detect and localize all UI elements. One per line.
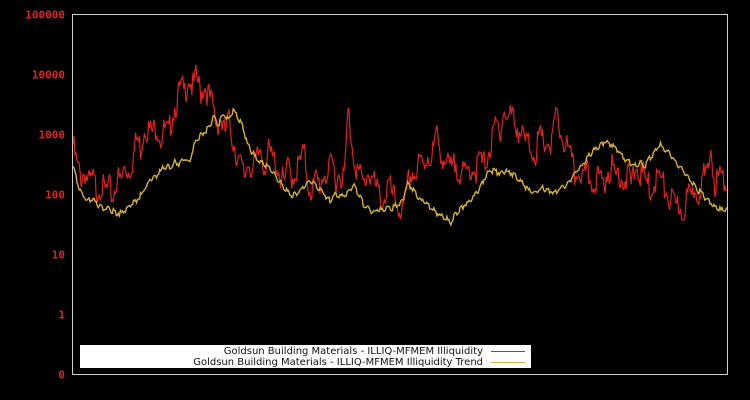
y-tick-100000: 100000: [25, 8, 65, 22]
legend-label: Goldsun Building Materials - ILLIQ-MFMEM…: [223, 346, 483, 357]
series-layer: [72, 64, 728, 227]
plot-frame: [72, 14, 728, 375]
y-tick-10: 10: [51, 248, 65, 262]
y-tick-0: 0: [58, 368, 65, 382]
legend-item-trend: Goldsun Building Materials - ILLIQ-MFMEM…: [193, 357, 531, 368]
y-tick-10000: 10000: [31, 68, 65, 82]
y-tick-100: 100: [45, 188, 65, 202]
legend-label: Goldsun Building Materials - ILLIQ-MFMEM…: [193, 357, 483, 368]
series-trend-line: [72, 107, 728, 227]
y-tick-1000: 1000: [38, 128, 66, 142]
legend-swatch-yellow: [491, 362, 525, 363]
legend: Goldsun Building Materials - ILLIQ-MFMEM…: [80, 345, 531, 368]
y-tick-1: 1: [58, 308, 65, 322]
series-illiquidity-line: [72, 64, 728, 221]
legend-swatch-red: [491, 351, 525, 352]
legend-item-illiquidity: Goldsun Building Materials - ILLIQ-MFMEM…: [224, 346, 531, 357]
